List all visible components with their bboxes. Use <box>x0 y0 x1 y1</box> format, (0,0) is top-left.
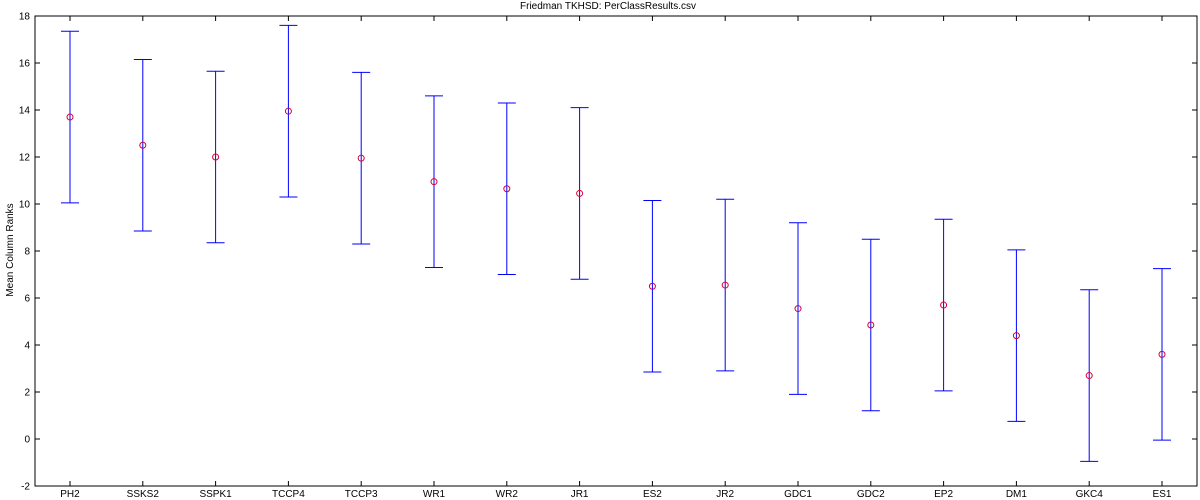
x-tick-label: ES2 <box>643 489 662 500</box>
y-tick-label: 10 <box>19 200 31 211</box>
errorbar-wr1 <box>425 95 443 268</box>
errorbar-gdc2 <box>861 238 880 412</box>
y-tick-label: 0 <box>24 435 30 446</box>
x-tick-label: WR1 <box>423 489 446 500</box>
mean-marker <box>1085 372 1093 380</box>
errorbar-es1 <box>1153 268 1171 441</box>
y-axis: -2 0 2 4 6 8 10 12 14 16 18 <box>19 12 1197 493</box>
errorbar-sspk1 <box>206 70 225 244</box>
errorbar-es2 <box>643 199 662 373</box>
y-tick-label: -2 <box>21 482 30 493</box>
errorbar-dm1 <box>1007 249 1026 422</box>
mean-marker <box>503 185 511 193</box>
mean-marker <box>430 178 438 186</box>
mean-marker <box>1012 332 1020 340</box>
series-group <box>61 24 1171 462</box>
errorbar-ph2 <box>61 30 79 204</box>
x-tick-label: SSKS2 <box>127 489 160 500</box>
mean-marker <box>648 282 656 290</box>
x-tick-label: JR2 <box>716 489 734 500</box>
errorbar-gkc4 <box>1080 289 1099 462</box>
y-tick-label: 2 <box>24 388 30 399</box>
mean-marker <box>139 141 147 149</box>
mean-marker <box>284 107 292 115</box>
x-tick-label: WR2 <box>496 489 519 500</box>
plot-area <box>34 15 1198 487</box>
errorbar-tccp3 <box>352 71 371 245</box>
x-axis: PH2 SSKS2 SSPK1 TCCP4 TCCP3 WR1 WR2 JR1 ES2 JR2 GD… <box>60 16 1172 500</box>
chart-title: Friedman TKHSD: PerClassResults.csv <box>520 1 696 12</box>
y-tick-label: 8 <box>24 247 30 258</box>
errorbar-jr1 <box>570 107 589 280</box>
x-tick-label: TCCP4 <box>272 489 305 500</box>
x-tick-label: EP2 <box>934 489 953 500</box>
mean-marker <box>940 301 948 309</box>
x-tick-label: TCCP3 <box>345 489 378 500</box>
mean-marker <box>867 321 875 329</box>
x-tick-label: DM1 <box>1006 489 1028 500</box>
errorbar-ssks2 <box>133 58 152 232</box>
x-tick-label: SSPK1 <box>199 489 232 500</box>
errorbar-wr2 <box>497 102 516 275</box>
y-tick-label: 18 <box>19 12 31 23</box>
y-axis-label: Mean Column Ranks <box>5 203 16 296</box>
x-tick-label: JR1 <box>571 489 589 500</box>
errorbar-gdc1 <box>789 222 807 395</box>
mean-marker <box>576 189 584 197</box>
mean-marker <box>1158 350 1166 358</box>
mean-marker <box>357 154 365 162</box>
y-tick-label: 12 <box>19 153 31 164</box>
x-tick-label: GKC4 <box>1076 489 1104 500</box>
errorbar-tccp4 <box>279 24 298 198</box>
y-tick-label: 6 <box>24 294 30 305</box>
mean-marker <box>721 281 729 289</box>
mean-marker <box>66 113 74 121</box>
errorbar-jr2 <box>716 198 735 372</box>
x-tick-label: GDC2 <box>857 489 885 500</box>
y-tick-label: 4 <box>24 341 30 352</box>
x-tick-label: GDC1 <box>784 489 812 500</box>
errorbar-ep2 <box>934 218 953 392</box>
x-tick-label: ES1 <box>1153 489 1172 500</box>
x-tick-label: PH2 <box>60 489 80 500</box>
y-tick-label: 14 <box>19 106 31 117</box>
mean-marker <box>794 305 802 313</box>
mean-marker <box>212 153 220 161</box>
y-tick-label: 16 <box>19 59 31 70</box>
